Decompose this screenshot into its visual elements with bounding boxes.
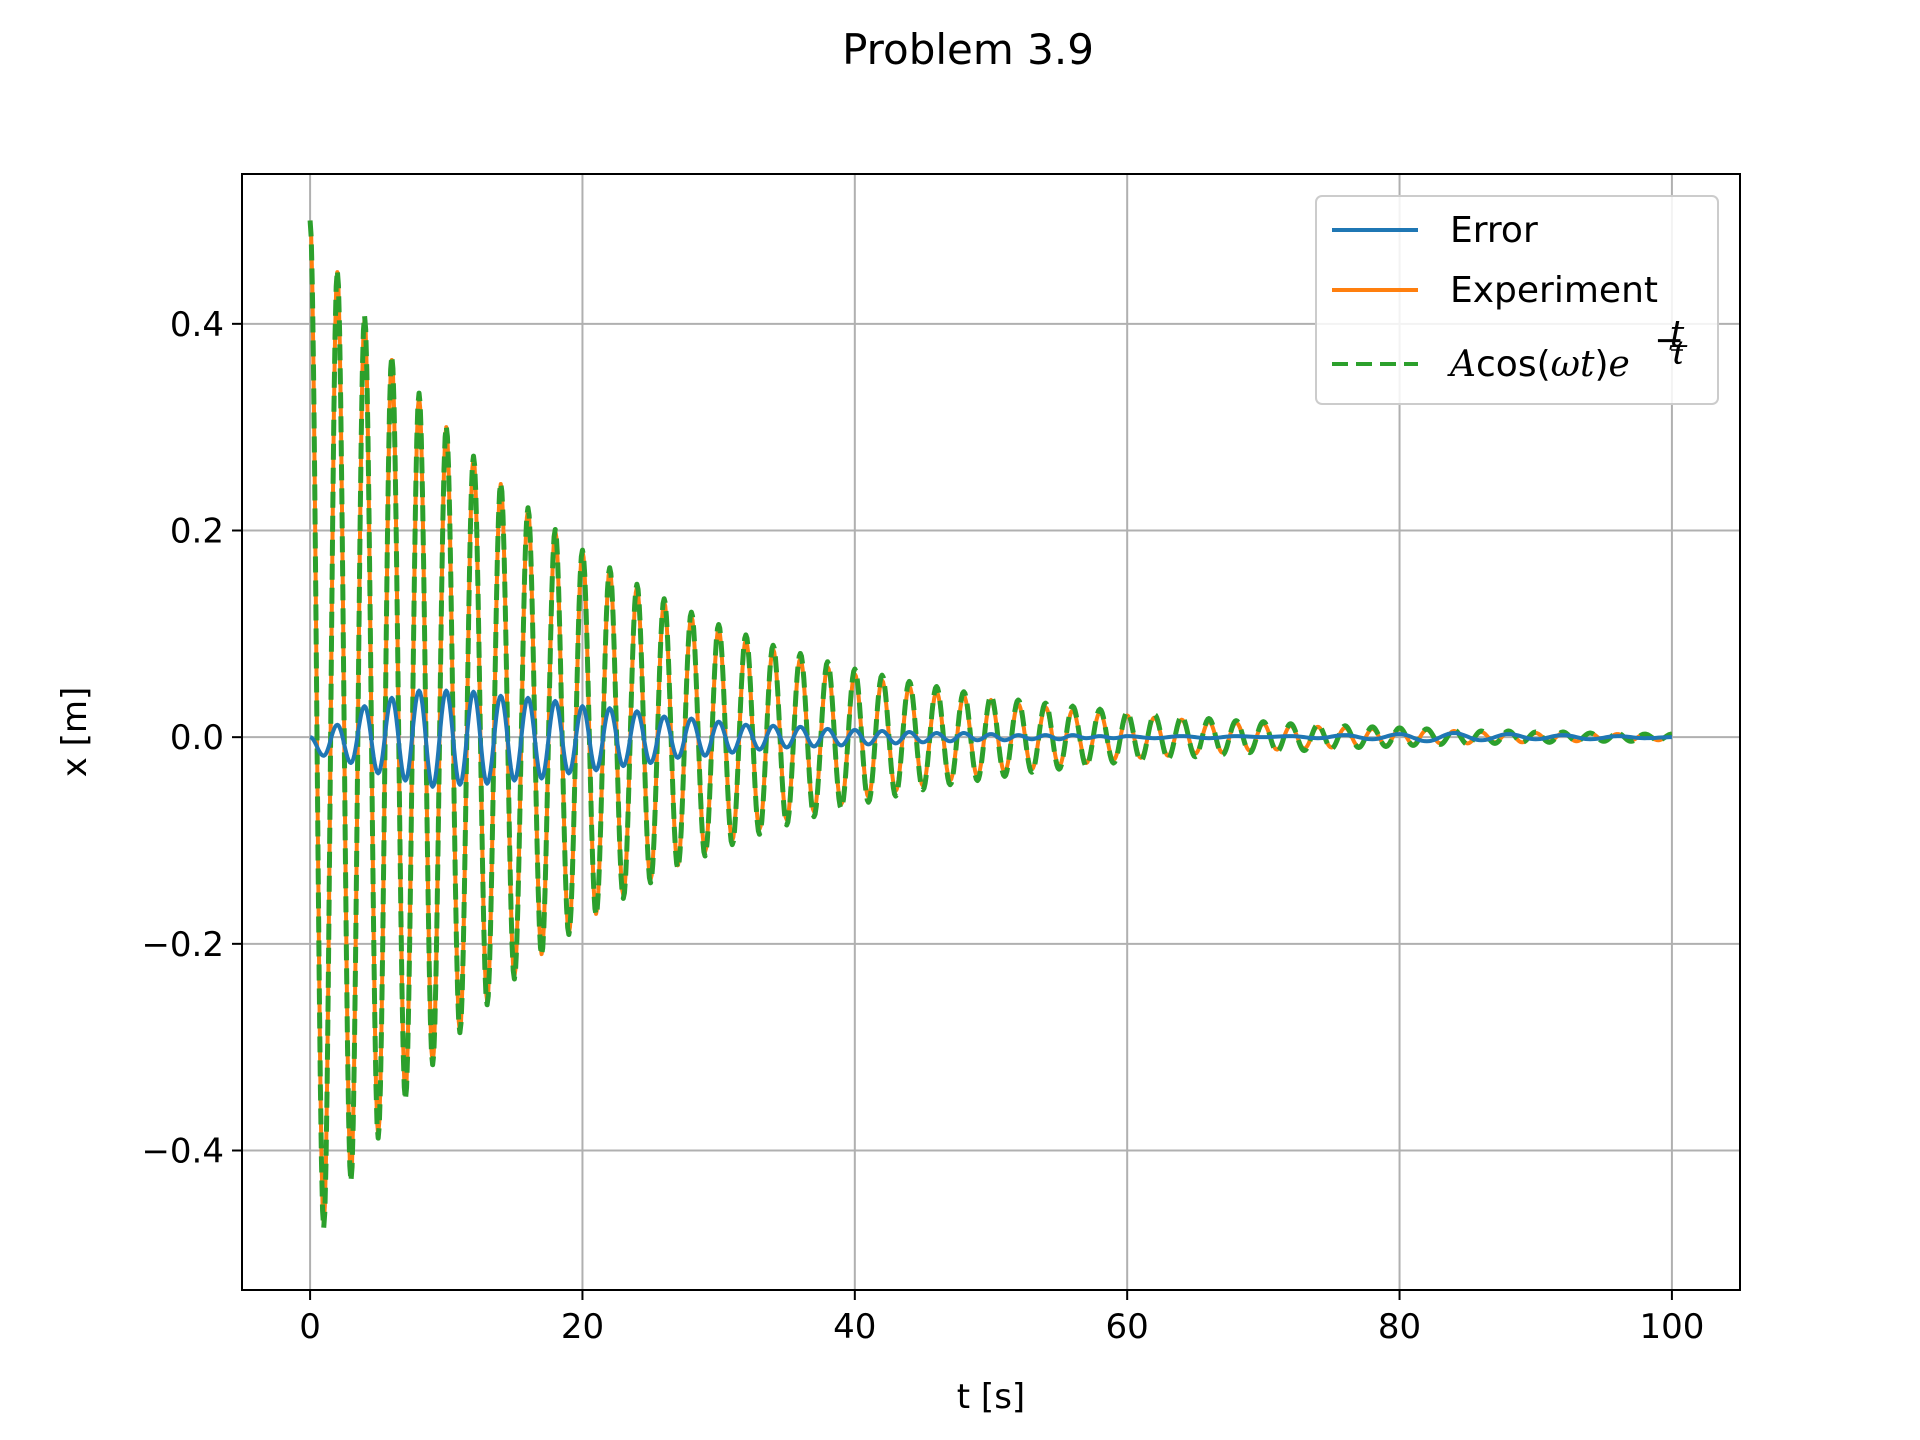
legend-label-model: Acos(ωt)e bbox=[1447, 344, 1630, 385]
legend-model-exponent-tau: τ bbox=[1667, 332, 1688, 373]
legend-box bbox=[1315, 195, 1719, 405]
chart-title: Problem 3.9 bbox=[842, 25, 1094, 74]
x-tick-label-5: 100 bbox=[1639, 1307, 1704, 1347]
x-tick-label-3: 60 bbox=[1106, 1307, 1149, 1347]
y-tick-label-0: −0.4 bbox=[141, 1132, 224, 1172]
series-layer bbox=[307, 220, 1674, 1231]
plot-frame bbox=[241, 173, 1741, 1291]
legend-label-error: Error bbox=[1450, 210, 1538, 251]
legend-model-omega-t: ωt bbox=[1551, 344, 1595, 385]
legend-model-exp: e bbox=[1609, 344, 1630, 385]
y-tick-label-3: 0.2 bbox=[170, 512, 224, 552]
x-tick-label-0: 0 bbox=[299, 1307, 321, 1347]
x-axis-label: t [s] bbox=[957, 1377, 1025, 1417]
series-line-acos-t-e-t bbox=[307, 220, 1674, 1231]
legend-model-cos: cos( bbox=[1476, 344, 1551, 385]
legend-model-exponent-minus: − bbox=[1654, 320, 1684, 361]
legend-model-exponent-t: t bbox=[1670, 314, 1685, 355]
y-tick-label-4: 0.4 bbox=[170, 305, 224, 345]
axis-ticks: 0 20 40 60 80 100 −0.4 −0.2 0.0 0.2 0.4 bbox=[141, 305, 1704, 1347]
legend-label-experiment: Experiment bbox=[1450, 270, 1658, 311]
y-axis-label: x [m] bbox=[55, 687, 95, 778]
legend-model-amplitude: A bbox=[1447, 344, 1476, 385]
x-tick-label-2: 40 bbox=[833, 1307, 876, 1347]
x-tick-label-1: 20 bbox=[561, 1307, 604, 1347]
y-tick-label-2: 0.0 bbox=[170, 718, 224, 758]
x-tick-label-4: 80 bbox=[1378, 1307, 1421, 1347]
y-tick-label-1: −0.2 bbox=[141, 925, 224, 965]
legend: Error Experiment Acos(ωt)e − t τ bbox=[1315, 195, 1719, 405]
legend-model-close-paren: ) bbox=[1594, 344, 1608, 385]
series-line-error bbox=[309, 688, 1672, 789]
